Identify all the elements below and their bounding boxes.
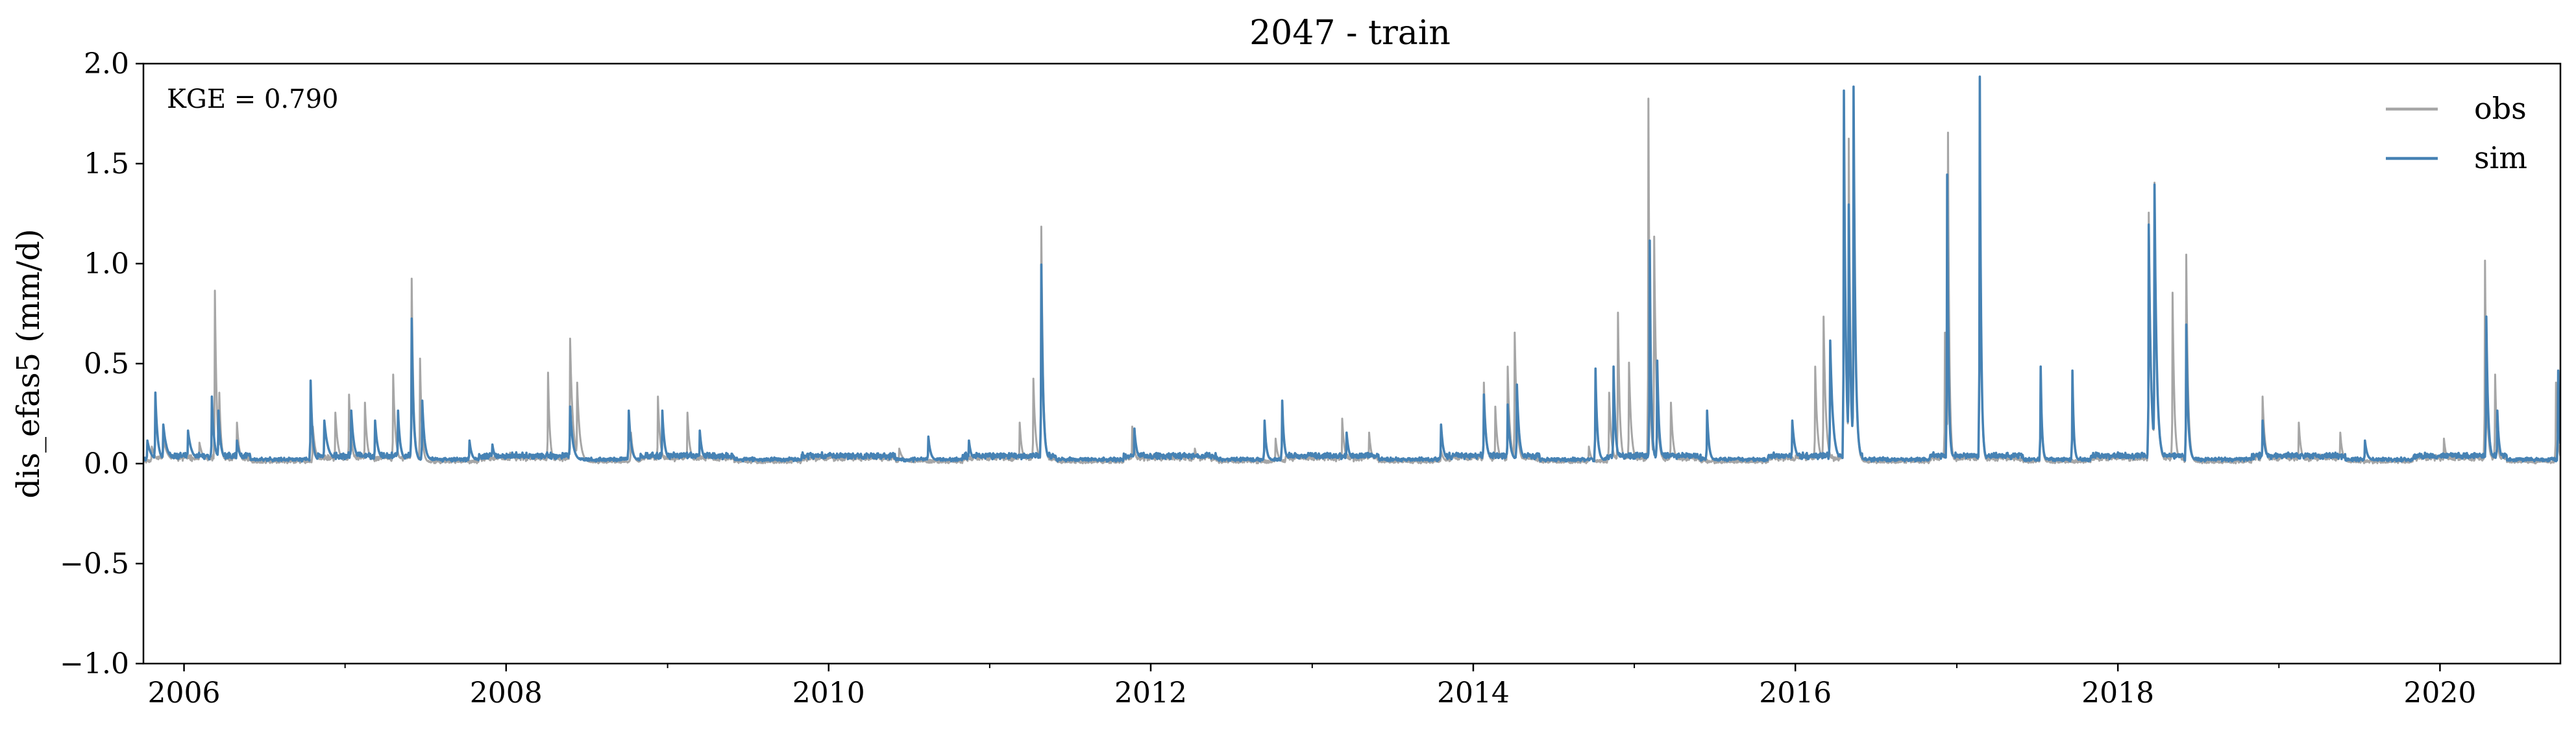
series-line-obs [143, 81, 2560, 465]
y-tick-label: 1.0 [84, 247, 129, 280]
x-tick-label: 2016 [1759, 677, 1832, 710]
y-tick-label: −1.0 [60, 647, 129, 680]
y-axis-label: dis_efas5 (mm/d) [10, 229, 47, 498]
x-tick-label: 2010 [792, 677, 865, 710]
x-tick-label: 2018 [2081, 677, 2154, 710]
plot-lines [143, 75, 2560, 465]
legend-label-sim: sim [2474, 140, 2527, 175]
y-tick-label: −0.5 [60, 547, 129, 580]
kge-annotation: KGE = 0.790 [167, 84, 339, 114]
plot-frame [142, 62, 2562, 665]
y-axis-ticks: −1.0 −0.5 0.0 0.5 1.0 1.5 2.0 [60, 47, 143, 680]
y-tick-label: 1.5 [84, 147, 129, 181]
y-tick-label: 2.0 [84, 47, 129, 81]
x-tick-label: 2014 [1437, 677, 1510, 710]
y-tick-label: 0.0 [84, 447, 129, 480]
x-tick-label: 2006 [148, 677, 221, 710]
legend: obs sim [2386, 91, 2527, 175]
series-line-sim [143, 75, 2560, 463]
y-tick-label: 0.5 [84, 347, 129, 380]
x-tick-label: 2008 [470, 677, 543, 710]
x-axis-ticks: 2006 2008 2010 2012 2014 2016 2018 2020 [148, 664, 2476, 710]
legend-label-obs: obs [2474, 91, 2527, 126]
x-tick-label: 2020 [2403, 677, 2476, 710]
chart-title: 2047 - train [1249, 14, 1451, 53]
x-tick-label: 2012 [1114, 677, 1187, 710]
